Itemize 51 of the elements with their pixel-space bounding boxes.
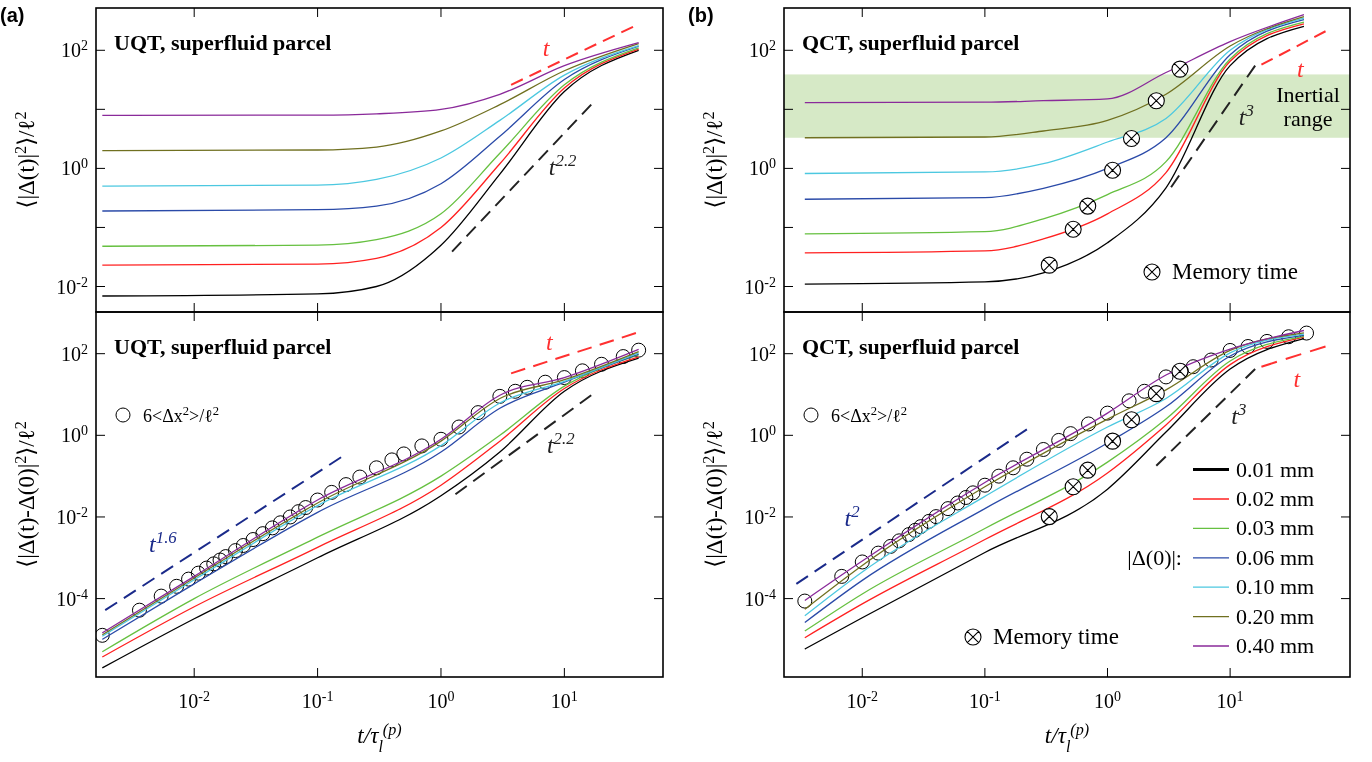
- series-label: t: [542, 35, 551, 62]
- band-label: Inertial range: [1276, 82, 1340, 132]
- y-tick-label: 10$^{-4}$: [56, 586, 88, 610]
- legend-label: 0.03 mm: [1236, 515, 1315, 541]
- x-tick-label: 10$^{0}$: [1094, 688, 1121, 712]
- x-tick-label: 10$^{-2}$: [178, 688, 211, 712]
- legend-label: 0.20 mm: [1236, 603, 1315, 629]
- series-label: t$^{2.2}$: [546, 428, 576, 458]
- y-tick-label: 10$^{0}$: [749, 155, 776, 180]
- x-tick-label: 10$^{0}$: [427, 688, 455, 712]
- x-tick-label: 10$^{1}$: [550, 688, 578, 712]
- series-label: t$^{1.6}$: [149, 527, 178, 558]
- legend-label: 0.40 mm: [1236, 633, 1315, 658]
- series-label: t$^{2.2}$: [548, 150, 578, 180]
- text: UQT, superfluid parcel: [114, 30, 332, 55]
- text: (a): [0, 4, 25, 26]
- y-tick-label: 10$^{2}$: [61, 341, 88, 365]
- legend-label: 6<Δx$^{2}$>/ℓ$^{2}$: [831, 404, 908, 426]
- y-tick-label: 10$^{2}$: [749, 37, 776, 62]
- x-tick-label: 10$^{-1}$: [301, 688, 334, 712]
- series-label: t: [1293, 365, 1302, 392]
- legend-label: Memory time: [1172, 259, 1298, 284]
- series-label: t$^{2}$: [844, 501, 861, 531]
- y-tick-label: 10$^{2}$: [749, 341, 776, 365]
- series-label: t: [545, 329, 554, 356]
- y-tick-label: 10$^{0}$: [61, 422, 88, 447]
- text: QCT, superfluid parcel: [802, 30, 1020, 55]
- series-label: t$^{3}$: [1231, 399, 1247, 429]
- legend-label: 6<Δx$^{2}$>/ℓ$^{2}$: [143, 404, 220, 426]
- legend-label: Memory time: [993, 624, 1119, 649]
- y-tick-label: 10$^{-4}$: [744, 586, 776, 610]
- y-tick-label: 10$^{-2}$: [56, 274, 88, 298]
- x-tick-label: 10$^{1}$: [1216, 688, 1244, 712]
- series-label: t: [1297, 56, 1306, 83]
- series-label: t$^{3}$: [1238, 100, 1254, 131]
- y-tick-label: 10$^{2}$: [61, 37, 88, 62]
- y-tick-label: 10$^{0}$: [61, 155, 88, 180]
- y-tick-label: 10$^{-2}$: [56, 504, 88, 528]
- legend-label: 0.06 mm: [1236, 544, 1315, 570]
- y-tick-label: 10$^{-2}$: [744, 274, 776, 298]
- x-tick-label: 10$^{-2}$: [846, 688, 879, 712]
- y-tick-label: 10$^{-2}$: [744, 504, 776, 528]
- y-tick-label: 10$^{0}$: [749, 422, 776, 447]
- x-tick-label: 10$^{-1}$: [969, 688, 1001, 712]
- legend-title: |Δ(0)|:: [1127, 544, 1182, 570]
- legend-label: 0.10 mm: [1236, 574, 1315, 600]
- legend-label: 0.02 mm: [1236, 486, 1315, 511]
- text: QCT, superfluid parcel: [802, 334, 1020, 359]
- text: UQT, superfluid parcel: [114, 334, 332, 359]
- text: (b): [688, 4, 714, 26]
- legend-label: 0.01 mm: [1236, 456, 1315, 482]
